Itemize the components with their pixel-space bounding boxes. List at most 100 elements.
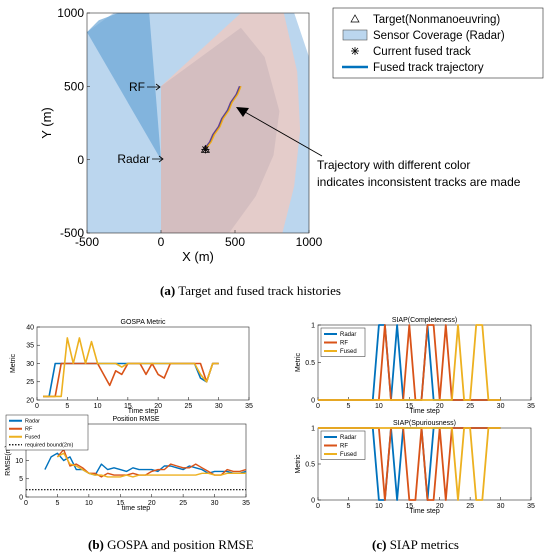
siap-spur-legend-label: Fused	[340, 452, 357, 458]
siap-spur-series-rf	[318, 427, 501, 501]
tracks-legend-label: Target(Nonmanoeuvring)	[373, 14, 500, 26]
rmse-xtick-label: 30	[211, 500, 219, 507]
tracks-xtick-label: 1000	[296, 235, 323, 249]
coverage-overlap	[161, 27, 280, 234]
siap-comp-xtick-label: 5	[346, 403, 350, 410]
gospa-series-rf	[43, 362, 219, 398]
tracks-ytick-label: -500	[60, 226, 84, 240]
siap-spur-ytick-label: 0	[311, 497, 315, 504]
siap-spur-xtick-label: 0	[316, 503, 320, 510]
caption-c-text: SIAP metrics	[389, 537, 459, 552]
trajectory-arrowhead	[236, 107, 249, 117]
siap-spur-ylabel: Metric	[295, 454, 302, 474]
siap-spur-xtick-label: 20	[436, 503, 444, 510]
siap-spur-ytick-label: 0.5	[305, 461, 315, 468]
gospa-xtick-label: 20	[154, 403, 162, 410]
gospa-ylabel: Metric	[10, 353, 17, 373]
rmse-legend-label: required bound(2m)	[25, 443, 73, 449]
siap-comp-title: SIAP(Completeness)	[392, 317, 457, 324]
rmse-ylabel: RMSE(m)	[5, 445, 12, 476]
rmse-series-rf	[56, 448, 247, 478]
gospa-ytick-label: 35	[26, 343, 34, 350]
rmse-xtick-label: 25	[179, 500, 187, 507]
tracks-legend-label: Current fused track	[373, 46, 471, 58]
gospa-xtick-label: 0	[35, 403, 39, 410]
siap-spur-legend-label: Radar	[340, 435, 356, 441]
tracks-xtick-label: -500	[75, 235, 99, 249]
caption-a-tag: (a)	[160, 283, 176, 298]
tracks-ytick-label: 1000	[57, 6, 84, 20]
tracks-ytick-label: 500	[64, 80, 84, 94]
caption-b-tag: (b)	[88, 537, 104, 552]
caption-c-tag: (c)	[372, 537, 387, 552]
rf-arrow	[147, 83, 161, 91]
rmse-xtick-label: 5	[55, 500, 59, 507]
siap-comp-legend-label: Radar	[340, 332, 356, 338]
rmse-xtick-label: 10	[85, 500, 93, 507]
siap-spur-xlabel: Time step	[409, 508, 440, 515]
siap-spur-xtick-label: 5	[346, 503, 350, 510]
tracks-xlabel: X (m)	[182, 249, 214, 264]
rmse-legend-label: Fused	[25, 435, 40, 441]
caption-c: (c) SIAP metrics	[372, 537, 459, 553]
siap-comp-ytick-label: 0	[311, 397, 315, 404]
siap-spur-xtick-label: 15	[405, 503, 413, 510]
siap-spur-legend-label: RF	[340, 444, 348, 450]
siap-comp-ytick-label: 0.5	[305, 360, 315, 367]
gospa-series-radar	[43, 362, 219, 398]
gospa-ytick-label: 20	[26, 397, 34, 404]
caption-a: (a) Target and fused track histories	[160, 283, 341, 299]
trajectory-annotation-line1: Trajectory with different color	[317, 158, 470, 172]
gospa-xtick-label: 10	[94, 403, 102, 410]
siap-spur-ytick-label: 1	[311, 425, 315, 432]
rmse-xlabel: time step	[122, 505, 151, 512]
siap-spur-xtick-label: 25	[466, 503, 474, 510]
siap-comp-xtick-label: 0	[316, 403, 320, 410]
tracks-xtick-label: 500	[225, 235, 245, 249]
siap-comp-xtick-label: 15	[405, 403, 413, 410]
tracks-legend-label: Sensor Coverage (Radar)	[373, 30, 505, 42]
rmse-ytick-label: 10	[15, 458, 23, 465]
radar-arrow	[152, 155, 164, 163]
gospa-series-fused	[43, 337, 219, 398]
tracks-legend-label: Fused track trajectory	[373, 62, 484, 74]
rmse-ytick-label: 0	[19, 494, 23, 501]
rmse-ytick-label: 5	[19, 476, 23, 483]
trajectory-segment	[205, 86, 242, 150]
siap-comp-xtick-label: 10	[375, 403, 383, 410]
rmse-legend-label: Radar	[25, 419, 40, 425]
gospa-title: GOSPA Metric	[121, 319, 166, 326]
siap-comp-xtick-label: 20	[436, 403, 444, 410]
siap-comp-xlabel: Time step	[409, 408, 440, 415]
siap-spur-xtick-label: 10	[375, 503, 383, 510]
gospa-ytick-label: 40	[26, 324, 34, 331]
rmse-title: Position RMSE	[112, 416, 159, 423]
rmse-legend-label: RF	[25, 427, 33, 433]
current-fused-track-marker	[202, 146, 209, 153]
legend-coverage-swatch	[342, 29, 368, 41]
trajectory-arrow	[244, 111, 323, 157]
gospa-xlabel: Time step	[128, 408, 159, 415]
gospa-ytick-label: 25	[26, 379, 34, 386]
rmse-xtick-label: 15	[116, 500, 124, 507]
tracks-axes-box	[86, 12, 310, 234]
gospa-xtick-label: 25	[185, 403, 193, 410]
rmse-series-radar	[44, 452, 247, 476]
caption-a-text: Target and fused track histories	[178, 283, 341, 298]
legend-asterisk-icon	[351, 47, 359, 55]
gospa-xtick-label: 15	[124, 403, 132, 410]
siap-comp-xtick-label: 35	[527, 403, 535, 410]
gospa-xtick-label: 30	[215, 403, 223, 410]
gospa-ytick-label: 30	[26, 361, 34, 368]
rmse-xtick-label: 35	[242, 500, 250, 507]
siap-spur-title: SIAP(Spuriousness)	[393, 420, 456, 427]
rmse-series-fused	[57, 452, 246, 478]
rf-annotation: RF	[129, 80, 145, 94]
siap-spur-xtick-label: 35	[527, 503, 535, 510]
siap-spur-xtick-label: 30	[497, 503, 505, 510]
siap-comp-ylabel: Metric	[295, 352, 302, 372]
trajectory-annotation-line2: indicates inconsistent tracks are made	[317, 175, 521, 189]
siap-comp-legend-label: Fused	[340, 349, 357, 355]
tracks-ytick-label: 0	[77, 153, 84, 167]
